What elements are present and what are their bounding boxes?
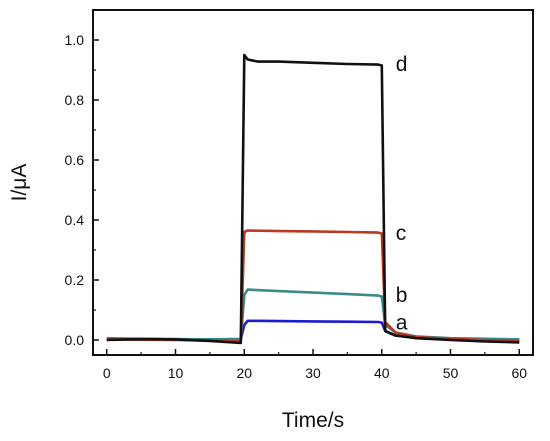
series-label-layer: ab c d <box>396 53 408 335</box>
y-tick-label: 0.0 <box>65 332 85 348</box>
series-line-d <box>106 53 520 345</box>
x-axis-label: Time/s <box>282 409 344 432</box>
x-tick-label: 30 <box>305 365 321 381</box>
series-label-b: b <box>396 284 408 307</box>
y-tick-label: 0.6 <box>65 152 85 168</box>
series-layer <box>106 53 520 345</box>
series-line-c <box>106 229 520 343</box>
series-line-a <box>106 319 520 341</box>
y-tick-label: 0.4 <box>65 212 85 228</box>
series-label-a: a <box>396 312 408 335</box>
series-line-b <box>106 288 520 341</box>
x-tick-label: 20 <box>236 365 252 381</box>
y-axis-label: I/μA <box>8 164 31 202</box>
x-tick-label: 10 <box>168 365 184 381</box>
tick-layer: 0 10 20 30 40 50 60 0.0 0.2 0.4 0.6 0.8 1.0 <box>65 32 528 381</box>
x-tick-label: 50 <box>443 365 459 381</box>
series-label-c: c <box>396 222 407 245</box>
y-tick-label: 0.2 <box>65 272 85 288</box>
x-tick-label: 0 <box>103 365 111 381</box>
y-tick-label: 0.8 <box>65 92 85 108</box>
x-tick-label: 40 <box>374 365 390 381</box>
series-label-d: d <box>396 53 408 76</box>
x-tick-label: 60 <box>511 365 527 381</box>
y-tick-label: 1.0 <box>65 32 85 48</box>
